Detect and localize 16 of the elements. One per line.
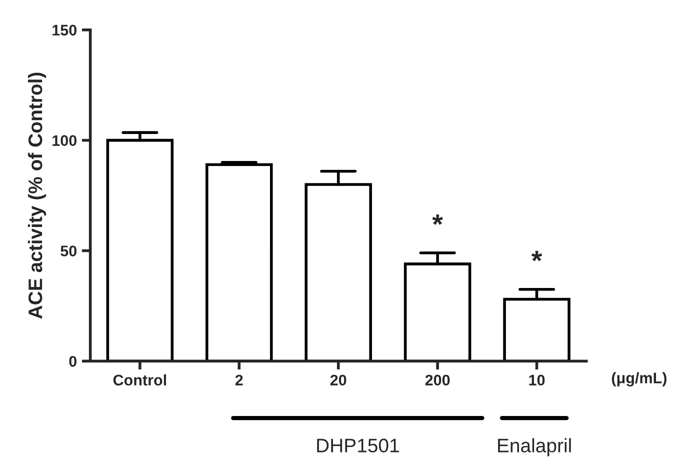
x-tick-label: 200 [425, 374, 450, 386]
x-tick-label: 10 [529, 374, 545, 386]
annotation: * [531, 250, 542, 262]
x-tick-label: Control [113, 374, 166, 386]
y-axis-title: ACE activity (% of Control) [28, 72, 46, 319]
x-tick-label: 20 [330, 374, 346, 386]
y-tick-label: 150 [52, 24, 76, 36]
text: Enalapril [498, 438, 571, 456]
x-tick-label: 2 [235, 374, 243, 386]
y-tick-label: 0 [69, 356, 76, 367]
text: (μg/mL) [612, 372, 666, 386]
annotation: * [432, 214, 443, 225]
y-tick-label: 100 [52, 135, 76, 146]
y-tick-label: 50 [60, 246, 76, 256]
bar [206, 163, 273, 362]
text: DHP1501 [317, 438, 399, 452]
